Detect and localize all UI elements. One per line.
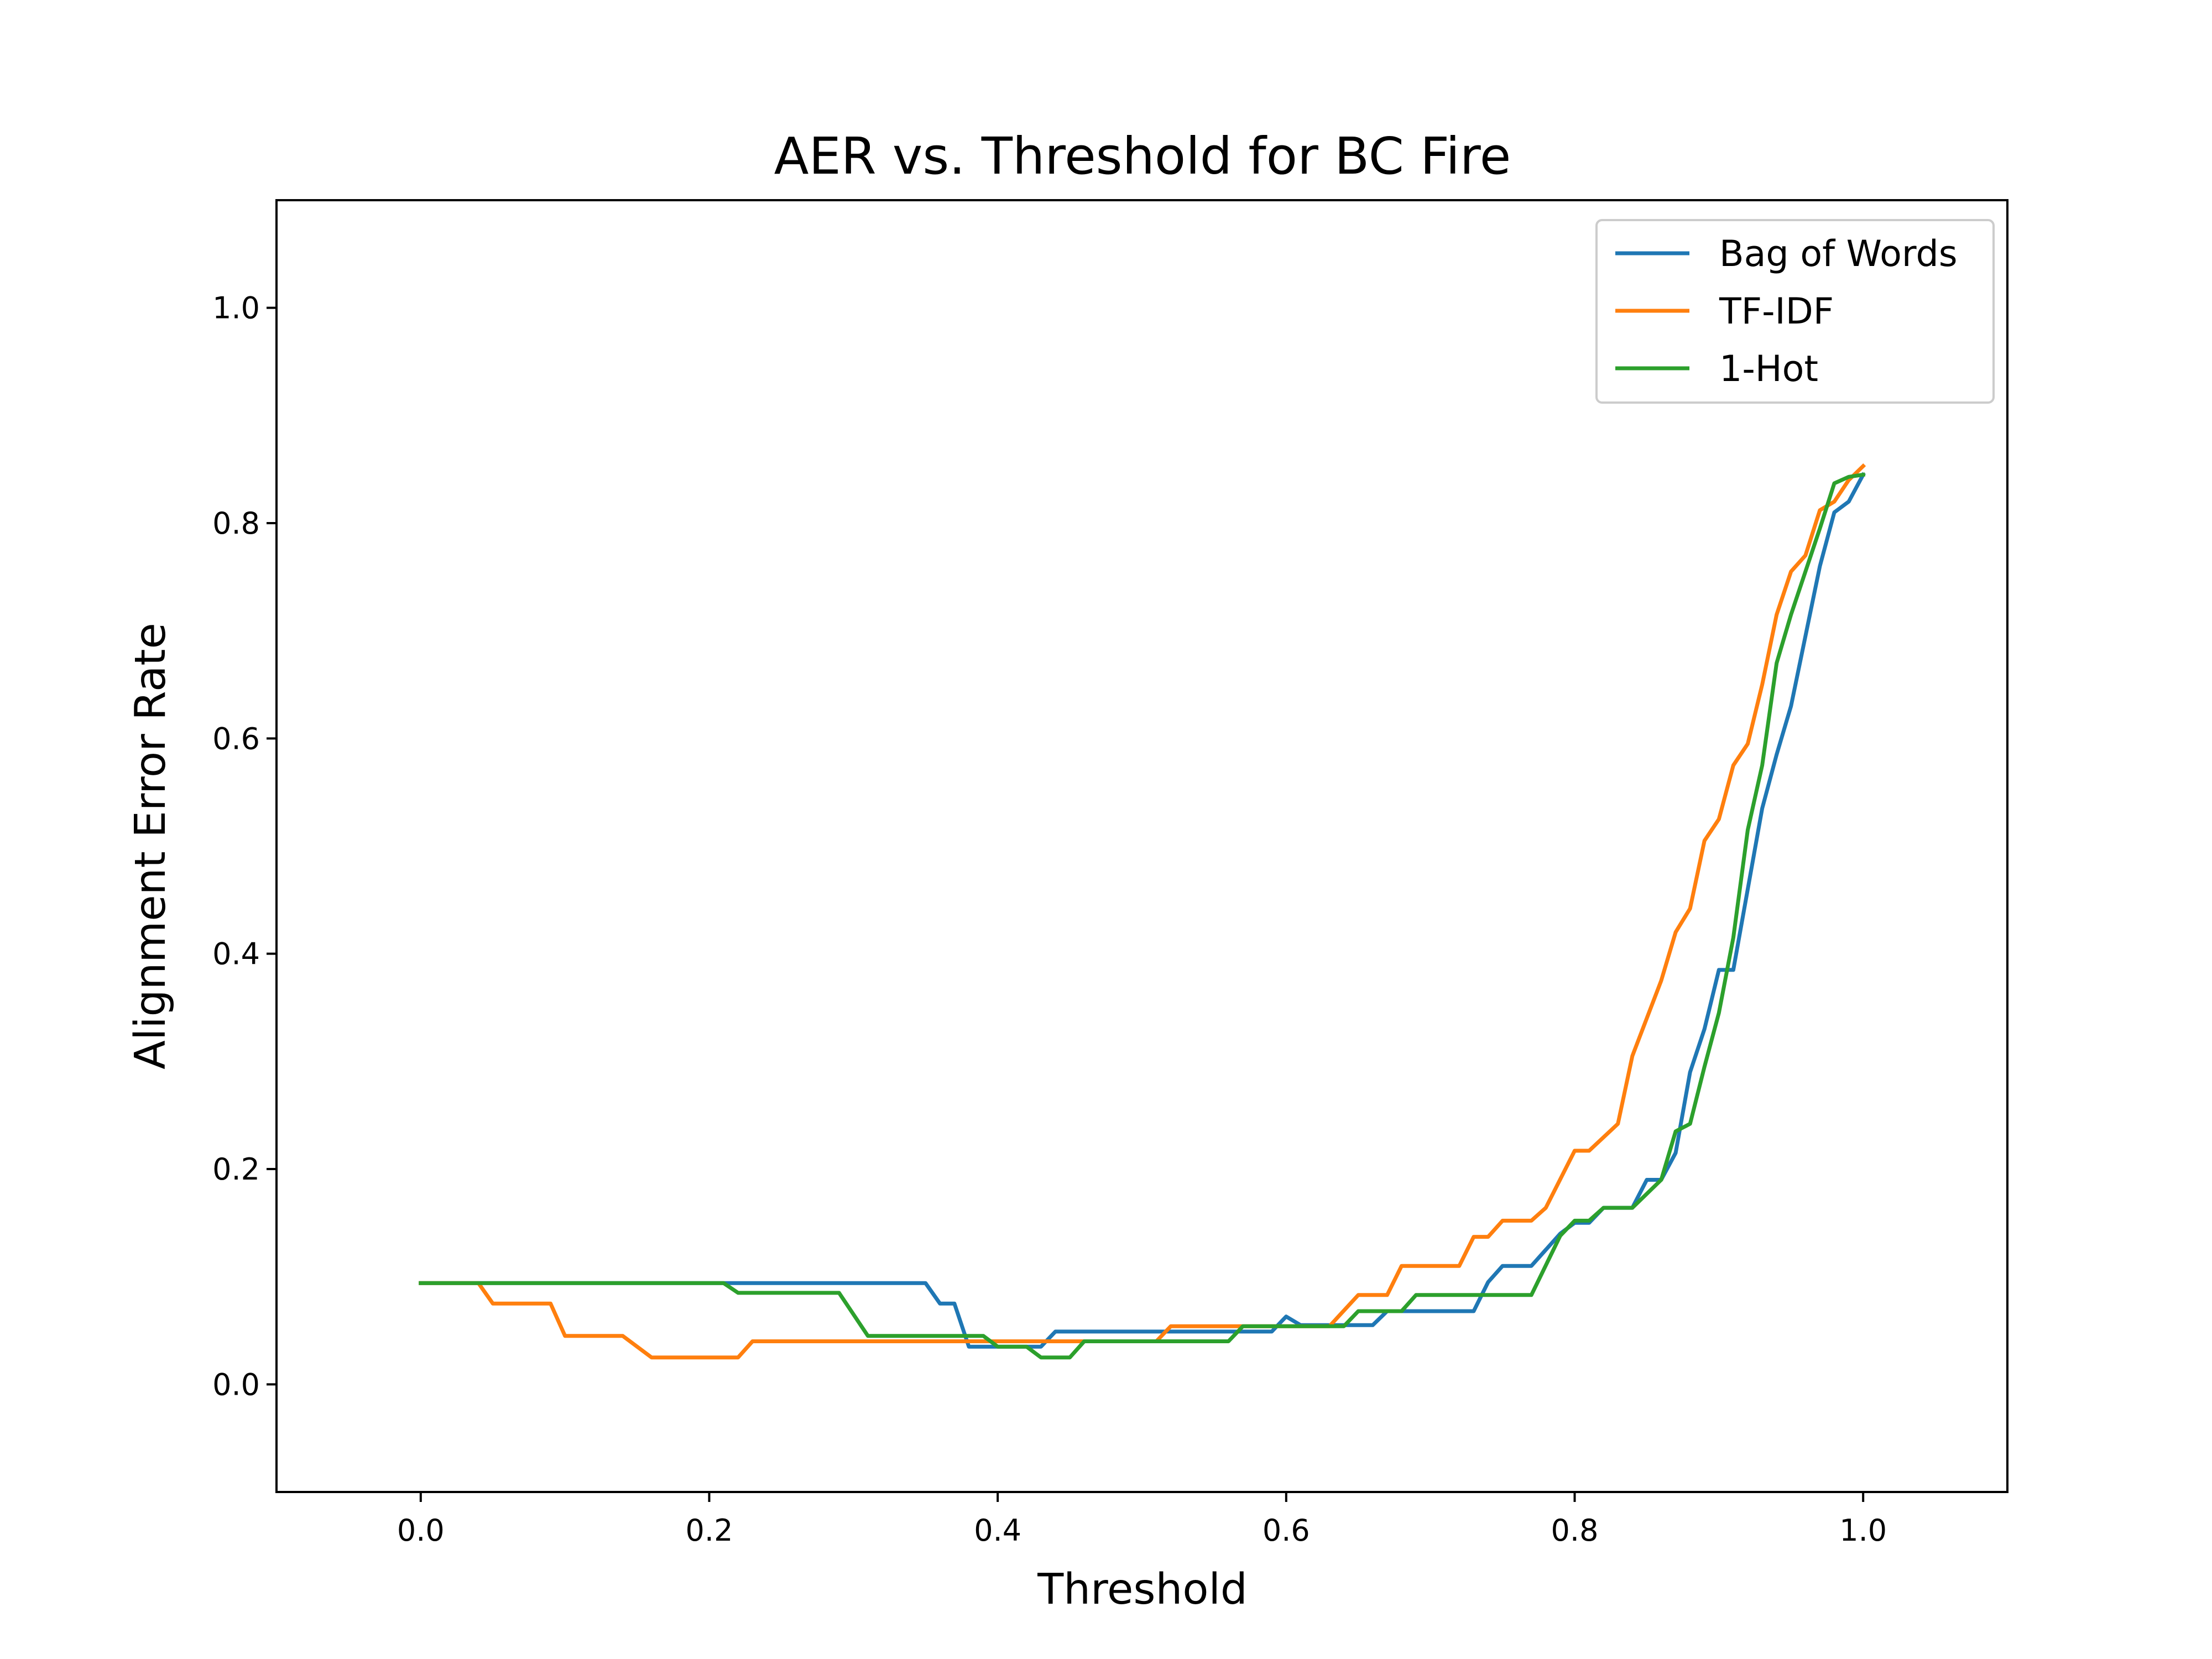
x-tick-label: 0.4 bbox=[974, 1513, 1021, 1548]
x-tick-label: 0.2 bbox=[686, 1513, 733, 1548]
chart-title: AER vs. Threshold for BC Fire bbox=[774, 127, 1511, 186]
y-tick-label: 0.8 bbox=[212, 506, 260, 541]
x-tick-label: 0.6 bbox=[1262, 1513, 1310, 1548]
series-line-1 bbox=[419, 463, 1866, 1360]
x-tick-label: 0.0 bbox=[397, 1513, 445, 1548]
legend-label-1: TF-IDF bbox=[1719, 291, 1834, 332]
plot-area bbox=[419, 463, 1866, 1360]
legend-label-2: 1-Hot bbox=[1719, 348, 1818, 390]
x-axis-title: Threshold bbox=[1037, 1565, 1247, 1614]
legend-label-0: Bag of Words bbox=[1719, 233, 1958, 275]
y-tick-label: 0.2 bbox=[212, 1152, 260, 1187]
x-axis: 0.0 0.2 0.4 0.6 0.8 1.0 bbox=[397, 1492, 1887, 1548]
y-tick-label: 0.0 bbox=[212, 1367, 260, 1402]
y-tick-label: 0.4 bbox=[212, 937, 260, 972]
y-axis-title: Alignment Error Rate bbox=[126, 623, 175, 1070]
legend-box bbox=[1595, 219, 1995, 404]
x-tick-label: 1.0 bbox=[1839, 1513, 1887, 1548]
y-tick-label: 0.6 bbox=[212, 721, 260, 756]
y-axis: 0.0 0.2 0.4 0.6 0.8 1.0 bbox=[212, 291, 276, 1402]
legend: Bag of Words TF-IDF 1-Hot bbox=[1595, 219, 1995, 404]
axes-frame bbox=[275, 199, 2008, 1493]
y-tick-label: 1.0 bbox=[212, 291, 260, 326]
series-line-2 bbox=[419, 472, 1866, 1360]
x-tick-label: 0.8 bbox=[1551, 1513, 1599, 1548]
